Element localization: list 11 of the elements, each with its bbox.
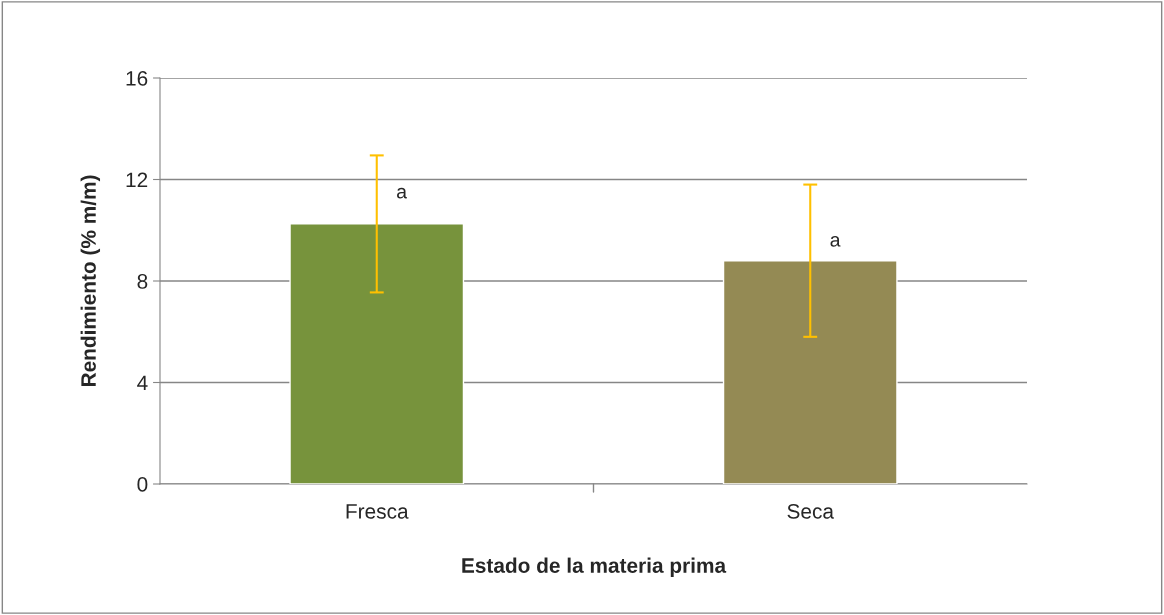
y-tick-label: 16 <box>126 71 148 86</box>
annotation: a <box>830 236 841 247</box>
x-tick-label: Fresca <box>346 504 409 519</box>
x-tick-label: Seca <box>787 503 834 519</box>
y-tick-label: 0 <box>137 477 148 492</box>
y-tick-label: 4 <box>137 375 148 391</box>
y-tick-label: 8 <box>137 274 148 289</box>
y-axis-title: Rendimiento (% m/m) <box>80 175 101 387</box>
annotation: a <box>397 187 408 199</box>
y-tick-label: 12 <box>126 172 148 188</box>
x-axis-title: Estado de la materia prima <box>462 557 727 578</box>
